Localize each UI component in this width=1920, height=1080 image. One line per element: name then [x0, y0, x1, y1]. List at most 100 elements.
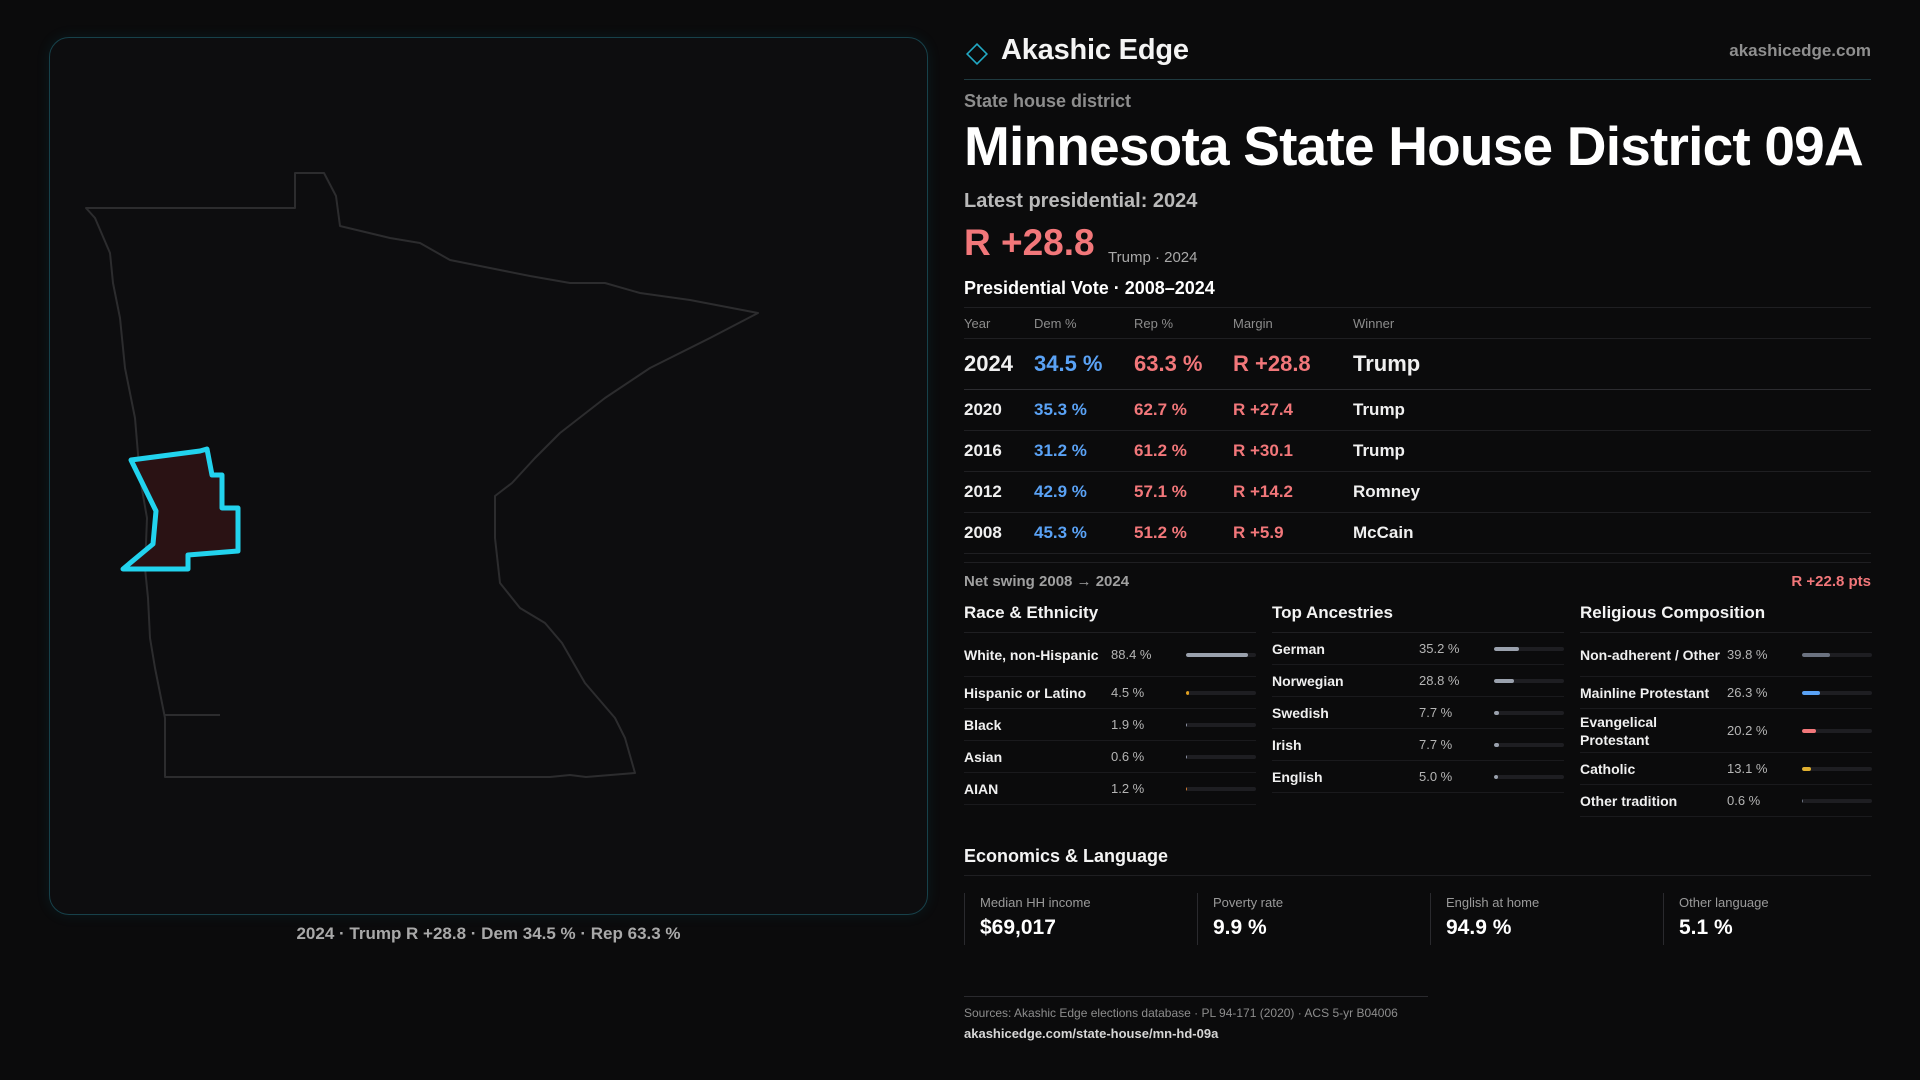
margin-cell: R +5.9 — [1233, 523, 1284, 542]
share-bar-fill — [1494, 678, 1515, 683]
item-label: English — [1272, 768, 1323, 785]
item-label: Catholic — [1580, 760, 1636, 777]
item-value: 26.3 % — [1727, 685, 1768, 700]
section-title: Religious Composition — [1580, 603, 1872, 633]
margin-cell: R +30.1 — [1233, 441, 1294, 460]
list-item: Asian 0.6 % — [964, 741, 1256, 773]
race-ethnicity-section: Race & Ethnicity White, non-Hispanic 88.… — [964, 603, 1256, 805]
list-item: Other tradition 0.6 % — [1580, 785, 1872, 817]
table-row: 2012 42.9 % 57.1 % R +14.2 Romney — [964, 472, 1871, 513]
list-item: Irish 7.7 % — [1272, 729, 1564, 761]
map-caption: 2024 · Trump R +28.8 · Dem 34.5 % · Rep … — [296, 924, 681, 943]
margin-cell: R +28.8 — [1233, 351, 1311, 376]
net-swing-label: Net swing 2008 → 2024 — [964, 573, 1130, 590]
item-label: White, non-Hispanic — [964, 646, 1099, 663]
list-item: Hispanic or Latino 4.5 % — [964, 677, 1256, 709]
table-row: 2024 34.5 % 63.3 % R +28.8 Trump — [964, 339, 1871, 390]
share-bar-fill — [1186, 690, 1190, 695]
economics-heading: Economics & Language — [964, 846, 1871, 876]
item-value: 1.2 % — [1111, 781, 1145, 796]
district-09a-shape[interactable] — [120, 446, 241, 572]
item-label: Mainline Protestant — [1580, 684, 1710, 701]
table-row: 2016 31.2 % 61.2 % R +30.1 Trump — [964, 431, 1871, 472]
item-value: 1.9 % — [1111, 717, 1145, 732]
section-title: Race & Ethnicity — [964, 603, 1256, 633]
share-bar — [1802, 798, 1872, 803]
year-cell: 2016 — [964, 441, 1002, 460]
stat-value: 9.9 % — [1213, 916, 1267, 939]
item-label: Non-adherent / Other — [1580, 646, 1721, 663]
brand-url-link[interactable]: akashicedge.com — [1729, 41, 1871, 60]
rep-cell: 63.3 % — [1134, 351, 1203, 376]
presidential-vote-heading: Presidential Vote · 2008–2024 — [964, 278, 1215, 298]
stat-value: 94.9 % — [1446, 916, 1512, 939]
stat-other-language: Other language 5.1 % — [1663, 893, 1873, 945]
economics-stats: Median HH income $69,017 Poverty rate 9.… — [964, 893, 1871, 945]
item-value: 7.7 % — [1419, 705, 1453, 720]
item-label: Black — [964, 716, 1002, 733]
stat-value: $69,017 — [980, 916, 1056, 939]
latest-margin: R +28.8 — [964, 222, 1095, 263]
share-bar-fill — [1802, 652, 1830, 657]
sources-note: Sources: Akashic Edge elections database… — [964, 1006, 1398, 1020]
column-header-dem: Dem % — [1034, 315, 1077, 331]
item-label: Other tradition — [1580, 792, 1678, 809]
margin-cell: R +27.4 — [1233, 400, 1294, 419]
winner-cell: Romney — [1353, 482, 1421, 501]
item-label: Asian — [964, 748, 1003, 765]
item-value: 13.1 % — [1727, 761, 1768, 776]
item-value: 7.7 % — [1419, 737, 1453, 752]
margin-cell: R +14.2 — [1233, 482, 1294, 501]
year-cell: 2008 — [964, 523, 1002, 542]
stat-poverty-rate: Poverty rate 9.9 % — [1197, 893, 1407, 945]
column-header-margin: Margin — [1233, 315, 1273, 331]
rep-cell: 61.2 % — [1134, 441, 1187, 460]
list-item: Non-adherent / Other 39.8 % — [1580, 633, 1872, 677]
year-cell: 2024 — [964, 351, 1013, 376]
list-item: Catholic 13.1 % — [1580, 753, 1872, 785]
share-bar — [1494, 710, 1564, 715]
share-bar — [1186, 652, 1256, 657]
share-bar-fill — [1494, 646, 1519, 651]
list-item: Black 1.9 % — [964, 709, 1256, 741]
winner-cell: Trump — [1353, 351, 1421, 376]
list-item: Norwegian 28.8 % — [1272, 665, 1564, 697]
item-value: 88.4 % — [1111, 647, 1152, 662]
list-item: Swedish 7.7 % — [1272, 697, 1564, 729]
dem-cell: 42.9 % — [1034, 482, 1087, 501]
stat-median-income: Median HH income $69,017 — [964, 893, 1174, 945]
item-label: Irish — [1272, 736, 1302, 753]
district-map[interactable] — [50, 38, 929, 916]
column-header-winner: Winner — [1353, 315, 1395, 331]
winner-cell: Trump — [1353, 400, 1405, 419]
state-outline — [85, 172, 759, 778]
item-label: Norwegian — [1272, 672, 1344, 689]
item-value: 5.0 % — [1419, 769, 1453, 784]
diamond-logo-icon — [966, 43, 988, 65]
map-panel[interactable] — [49, 37, 928, 915]
share-bar-fill — [1802, 798, 1804, 803]
ancestries-section: Top Ancestries German 35.2 % Norwegian 2… — [1272, 603, 1564, 793]
share-bar-fill — [1494, 710, 1500, 715]
net-swing: Net swing 2008 → 2024 R +22.8 pts — [964, 562, 1871, 590]
item-value: 4.5 % — [1111, 685, 1145, 700]
share-bar-fill — [1186, 754, 1188, 759]
winner-cell: Trump — [1353, 441, 1405, 460]
share-bar-fill — [1494, 742, 1500, 747]
year-cell: 2012 — [964, 482, 1002, 501]
dem-cell: 35.3 % — [1034, 400, 1087, 419]
district-profile: Akashic Edge akashicedge.com State house… — [964, 0, 1872, 1080]
table-row: 2020 35.3 % 62.7 % R +27.4 Trump — [964, 390, 1871, 431]
share-bar — [1494, 774, 1564, 779]
brand-name[interactable]: Akashic Edge — [1001, 34, 1189, 66]
page-url-link[interactable]: akashicedge.com/state-house/mn-hd-09a — [964, 1026, 1219, 1041]
list-item: Mainline Protestant 26.3 % — [1580, 677, 1872, 709]
stat-label: Other language — [1679, 895, 1769, 910]
stat-label: Median HH income — [980, 895, 1091, 910]
share-bar — [1494, 678, 1564, 683]
share-bar — [1186, 690, 1256, 695]
column-header-rep: Rep % — [1134, 315, 1174, 331]
rep-cell: 57.1 % — [1134, 482, 1187, 501]
stat-value: 5.1 % — [1679, 916, 1733, 939]
item-label: AIAN — [964, 780, 999, 797]
